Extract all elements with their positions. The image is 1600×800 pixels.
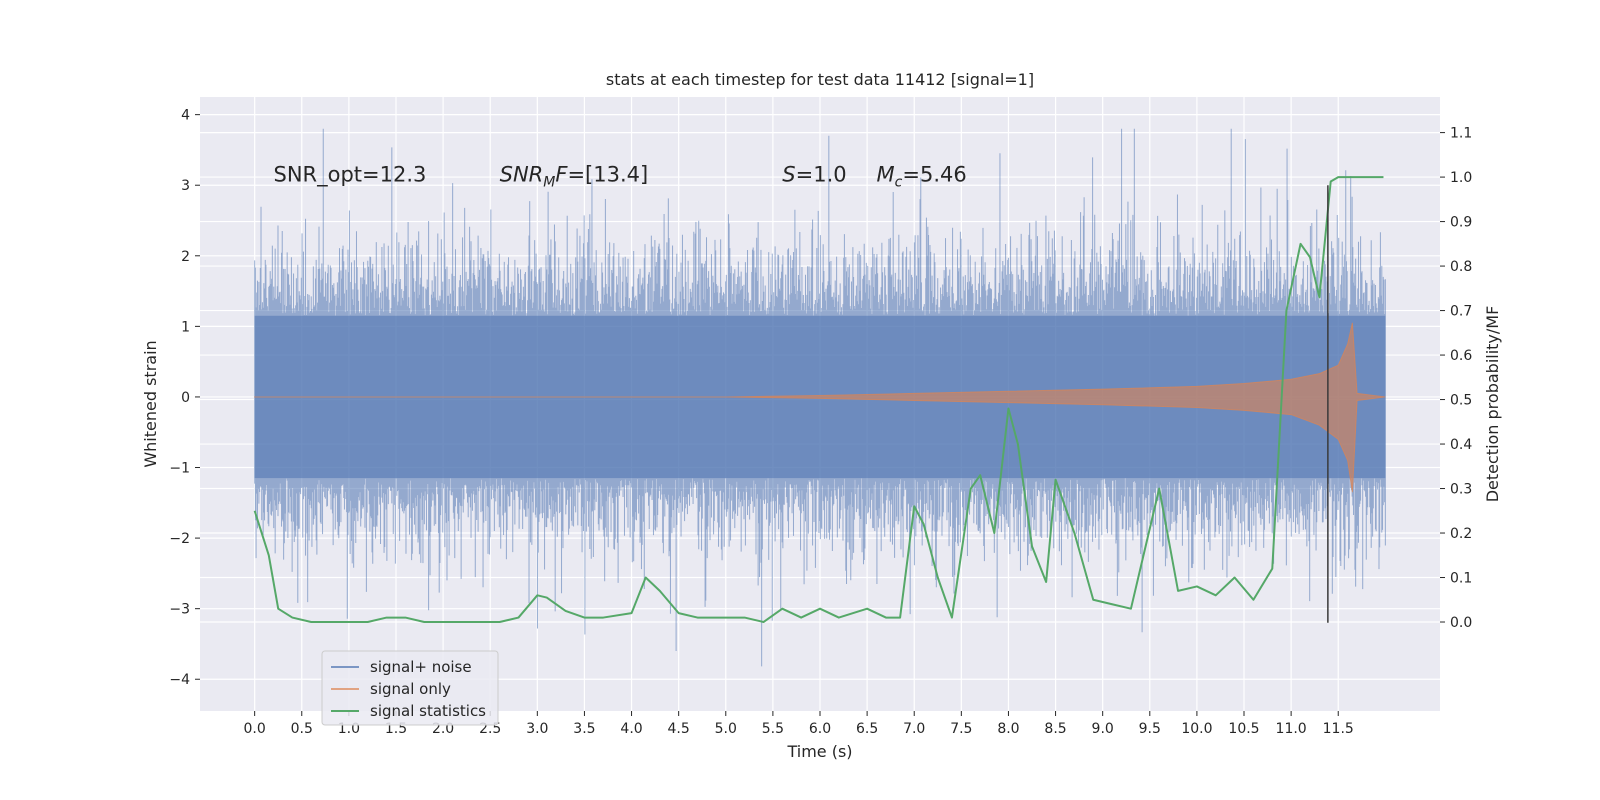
signal-only-series bbox=[254, 322, 1386, 493]
y-right-tick-label: 0.9 bbox=[1450, 215, 1472, 231]
x-tick-label: 10.0 bbox=[1181, 721, 1212, 737]
y-tick-label: 3 bbox=[181, 178, 190, 194]
y-right-tick-label: 0.6 bbox=[1450, 348, 1472, 364]
x-tick-label: 5.0 bbox=[715, 721, 737, 737]
y-right-tick-label: 0.0 bbox=[1450, 615, 1472, 631]
y-right-tick-label: 0.2 bbox=[1450, 526, 1472, 542]
y-tick-label: 4 bbox=[181, 108, 190, 124]
y-right-tick-label: 0.8 bbox=[1450, 259, 1472, 275]
annotations: SNR_opt=12.3 SNRMF=[13.4] S=1.0 Mc=5.46 bbox=[273, 163, 966, 191]
y-axis-label: Whitened strain bbox=[141, 340, 160, 467]
y-tick-label: −1 bbox=[169, 461, 190, 477]
x-tick-label: 9.0 bbox=[1092, 721, 1114, 737]
x-tick-label: 5.5 bbox=[762, 721, 784, 737]
legend-label: signal statistics bbox=[370, 702, 486, 720]
x-tick-label: 3.5 bbox=[573, 721, 595, 737]
y-tick-label: −2 bbox=[169, 531, 190, 547]
y-right-tick-label: 0.7 bbox=[1450, 304, 1472, 320]
legend-box bbox=[321, 650, 499, 726]
y-right-tick-label: 0.3 bbox=[1450, 482, 1472, 498]
x-tick-label: 4.5 bbox=[668, 721, 690, 737]
axis-ticks: 0.0 0.5 1.0 1.5 2.0 2.5 3.0 3.5 4.0 4.5 5.0 5.5 6.0 6… bbox=[169, 108, 1472, 737]
signal-statistics-series bbox=[253, 176, 1384, 624]
chart-title: stats at each timestep for test data 114… bbox=[606, 70, 1034, 89]
x-tick-label: 7.5 bbox=[950, 721, 972, 737]
x-tick-label: 11.0 bbox=[1276, 721, 1307, 737]
y-axis-right-label: Detection probability/MF bbox=[1483, 306, 1502, 503]
x-tick-label: 3.0 bbox=[526, 721, 548, 737]
annotation-0: SNR_opt=12.3 bbox=[273, 163, 426, 188]
annotation-2: S=1.0 bbox=[782, 163, 846, 187]
y-tick-label: 2 bbox=[181, 249, 190, 265]
signal-statistics-line bbox=[253, 176, 1384, 624]
y-right-tick-label: 0.4 bbox=[1450, 437, 1472, 453]
y-tick-label: −4 bbox=[169, 672, 190, 688]
x-tick-label: 10.5 bbox=[1228, 721, 1259, 737]
x-tick-label: 9.5 bbox=[1139, 721, 1161, 737]
x-tick-label: 6.0 bbox=[809, 721, 831, 737]
y-right-tick-label: 0.1 bbox=[1450, 571, 1472, 587]
x-tick-label: 8.5 bbox=[1044, 721, 1066, 737]
x-tick-label: 6.5 bbox=[856, 721, 878, 737]
y-right-tick-label: 1.1 bbox=[1450, 126, 1472, 142]
x-tick-label: 0.5 bbox=[291, 721, 313, 737]
x-tick-label: 0.0 bbox=[244, 721, 266, 737]
legend-label: signal+ noise bbox=[370, 658, 472, 676]
annotation-1: SNRMF=[13.4] bbox=[500, 163, 649, 191]
legend-label: signal only bbox=[370, 680, 451, 698]
x-tick-label: 4.0 bbox=[620, 721, 642, 737]
y-tick-label: 1 bbox=[181, 319, 190, 335]
x-tick-label: 11.5 bbox=[1323, 721, 1354, 737]
y-tick-label: −3 bbox=[169, 602, 190, 618]
signal-only-trace bbox=[254, 322, 1386, 493]
x-axis-label: Time (s) bbox=[786, 742, 852, 761]
legend: signal+ noise signal only signal statistic… bbox=[321, 650, 499, 726]
x-tick-label: 8.0 bbox=[997, 721, 1019, 737]
x-tick-label: 7.0 bbox=[903, 721, 925, 737]
y-right-tick-label: 0.5 bbox=[1450, 393, 1472, 409]
annotation-3: Mc=5.46 bbox=[877, 163, 967, 191]
y-tick-label: 0 bbox=[181, 390, 190, 406]
y-right-tick-label: 1.0 bbox=[1450, 170, 1472, 186]
